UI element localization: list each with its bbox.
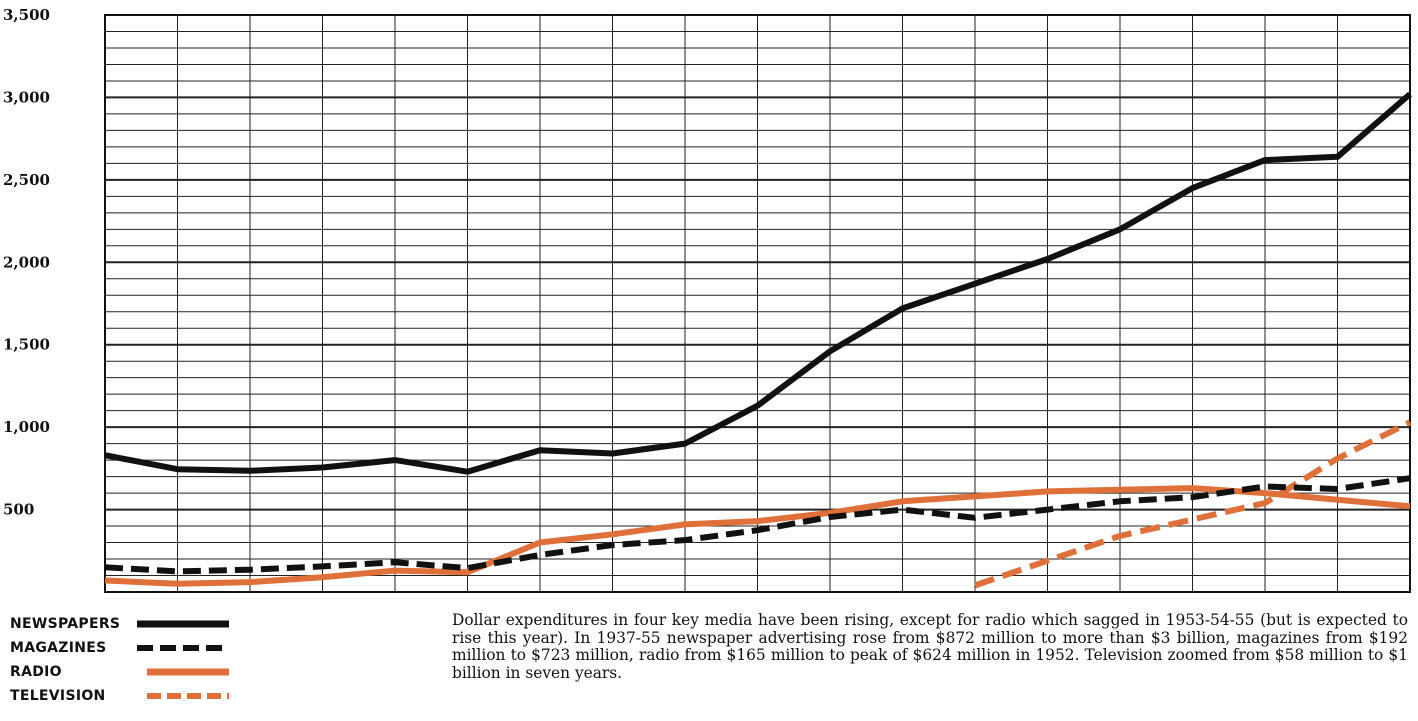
legend-item-television: TELEVISION [10,685,340,707]
legend-label-television: TELEVISION [10,688,106,704]
y-tick-label: 3,000 [3,88,50,106]
legend-item-magazines: MAGAZINES [10,637,340,659]
series-line-magazines [104,475,1411,575]
y-tick-label: 2,000 [3,253,50,271]
legend-item-radio: RADIO [10,661,340,683]
legend-label-magazines: MAGAZINES [10,640,107,656]
series-line-radio [104,485,1411,587]
legend-swatch-magazines [137,645,229,651]
y-tick-label: 2,500 [3,171,50,189]
chart-caption: Dollar expenditures in four key media ha… [452,611,1408,682]
legend-label-newspapers: NEWSPAPERS [10,616,121,632]
chart-series [104,91,1412,589]
series-line-television [974,419,1412,589]
y-tick-label: 1,500 [3,336,50,354]
y-tick-label: 500 [3,501,34,519]
legend: NEWSPAPERS MAGAZINES RADIO TELEVISION [10,613,340,709]
series-line-newspapers [104,91,1412,475]
legend-swatch-radio [147,668,229,676]
legend-swatch-television [147,693,229,699]
legend-item-newspapers: NEWSPAPERS [10,613,340,635]
y-tick-label: 3,500 [3,6,50,24]
y-tick-label: 1,000 [3,418,50,436]
chart-grid [104,14,1411,593]
legend-label-radio: RADIO [10,664,62,680]
y-axis-ticks: 500 1,000 1,500 2,000 2,500 3,000 3,500 [3,6,50,519]
chart-canvas: 500 1,000 1,500 2,000 2,500 3,000 3,500 [3,6,1412,593]
legend-swatch-newspapers [137,620,229,628]
